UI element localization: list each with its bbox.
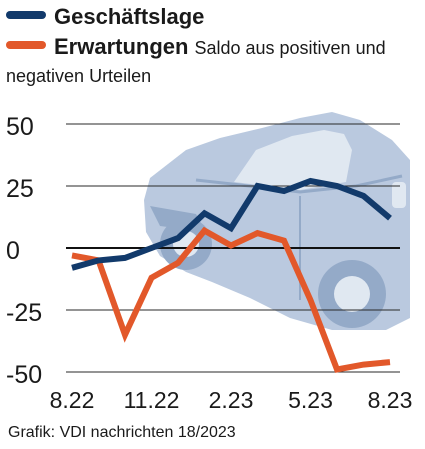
x-tick-label: 8.22 [50, 387, 95, 413]
x-tick-label: 8.23 [368, 387, 413, 413]
y-tick-label: 25 [6, 175, 34, 203]
car-front-hub [334, 276, 370, 312]
car-illustration [144, 112, 410, 330]
geschaeftslage-line [71, 177, 392, 271]
x-tick-label: 2.23 [209, 387, 254, 413]
y-tick-label: -50 [6, 361, 42, 389]
legend: Geschäftslage Erwartungen Saldo aus posi… [6, 4, 421, 86]
legend-item-erwartungen: Erwartungen Saldo aus positiven und [6, 34, 421, 60]
legend-label-geschaeftslage: Geschäftslage [54, 4, 205, 29]
legend-item-geschaeftslage: Geschäftslage [6, 4, 421, 34]
car-window [234, 130, 352, 190]
x-axis-ticks: 8.22 11.22 2.23 5.23 8.23 [50, 387, 413, 413]
geschaeftslage-swatch [6, 11, 46, 19]
x-tick-label: 11.22 [124, 387, 180, 413]
erwartungen-swatch [6, 41, 46, 49]
legend-label-erwartungen: Erwartungen [54, 34, 189, 59]
y-axis-ticks: 50 25 0 -25 -50 [6, 113, 42, 389]
y-tick-label: -25 [6, 299, 42, 327]
source-note: Grafik: VDI nachrichten 18/2023 [8, 424, 236, 441]
car-headlight [392, 182, 406, 208]
legend-note: Saldo aus positiven und [194, 38, 386, 58]
legend-note-continued: negativen Urteilen [6, 66, 152, 86]
car-roofline [195, 174, 403, 194]
x-tick-label: 5.23 [288, 387, 333, 413]
y-tick-label: 0 [6, 237, 20, 265]
erwartungen-line [71, 226, 391, 373]
series-lines [71, 177, 392, 373]
y-tick-label: 50 [6, 113, 34, 141]
